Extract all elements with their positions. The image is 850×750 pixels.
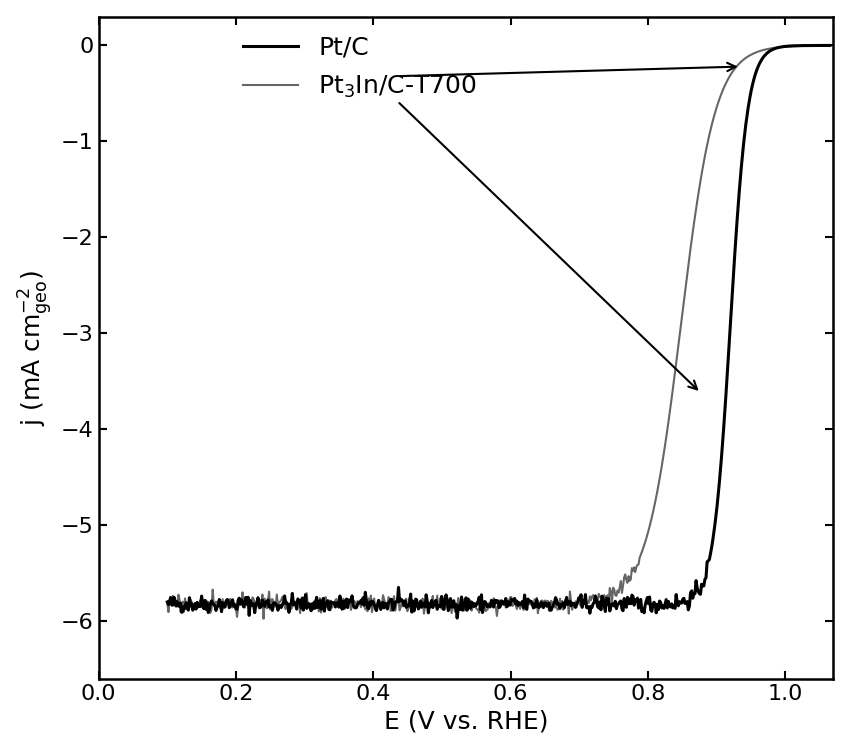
Legend: Pt/C, Pt$_3$In/C-T700: Pt/C, Pt$_3$In/C-T700 [243,36,477,100]
Y-axis label: j (mA cm$^{-2}_{\mathregular{geo}}$): j (mA cm$^{-2}_{\mathregular{geo}}$) [17,270,55,426]
X-axis label: E (V vs. RHE): E (V vs. RHE) [383,710,548,734]
